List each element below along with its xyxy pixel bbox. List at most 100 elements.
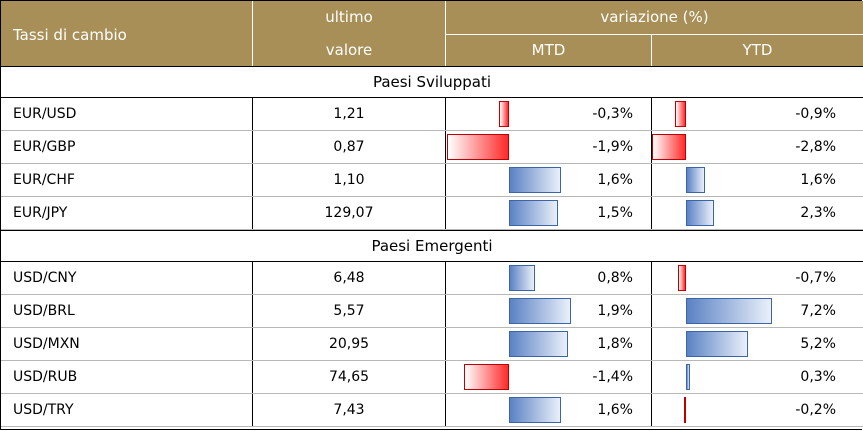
table-row: USD/BRL 5,57 1,9% 7,2% (1, 295, 863, 328)
header-variation: variazione (%) (600, 8, 709, 26)
column-divider (252, 328, 253, 361)
header-pair: Tassi di cambio (13, 26, 127, 44)
column-divider (445, 98, 446, 131)
mtd-bar (447, 134, 509, 160)
pair-cell: EUR/JPY (13, 205, 68, 221)
ytd-bar (686, 167, 706, 193)
row-divider (1, 196, 863, 197)
ytd-bar (686, 200, 714, 226)
column-divider (651, 262, 652, 295)
column-divider (252, 164, 253, 197)
table-row: EUR/CHF 1,10 1,6% 1,6% (1, 164, 863, 197)
header-mtd: MTD (531, 41, 566, 59)
column-divider (252, 98, 253, 131)
ytd-bar (686, 364, 690, 390)
pair-cell: USD/MXN (13, 336, 80, 352)
ytd-bar (683, 397, 686, 423)
row-divider (1, 327, 863, 328)
ytd-bar (652, 134, 686, 160)
table-row: EUR/GBP 0,87 -1,9% -2,8% (1, 131, 863, 164)
column-divider (252, 131, 253, 164)
table-row: EUR/JPY 129,07 1,5% 2,3% (1, 197, 863, 230)
section-header: Paesi Sviluppati (1, 66, 863, 98)
ytd-value-label: 1,6% (800, 172, 836, 188)
ytd-value-label: 7,2% (800, 303, 836, 319)
column-divider (445, 328, 446, 361)
ytd-value-label: 0,3% (800, 369, 836, 385)
row-divider (1, 163, 863, 164)
pair-cell: EUR/GBP (13, 139, 76, 155)
column-divider (252, 394, 253, 427)
column-divider (651, 164, 652, 197)
row-divider (1, 294, 863, 295)
header-last-line1: ultimo (325, 8, 373, 26)
last-value-cell: 74,65 (328, 369, 370, 385)
mtd-bar (509, 298, 571, 324)
column-divider (651, 295, 652, 328)
column-divider (651, 361, 652, 394)
last-value-cell: 7,43 (333, 402, 365, 418)
table-row: USD/CNY 6,48 0,8% -0,7% (1, 262, 863, 295)
table-row: USD/MXN 20,95 1,8% 5,2% (1, 328, 863, 361)
last-value-cell: 0,87 (333, 139, 365, 155)
mtd-bar (509, 397, 561, 423)
mtd-bar (463, 364, 509, 390)
column-divider (445, 262, 446, 295)
pair-cell: USD/CNY (13, 270, 77, 286)
table-row: USD/TRY 7,43 1,6% -0,2% (1, 394, 863, 427)
pair-cell: USD/TRY (13, 402, 74, 418)
mtd-value-label: 1,5% (597, 205, 633, 221)
header-ytd: YTD (742, 41, 773, 59)
last-value-cell: 1,21 (333, 106, 365, 122)
column-divider (445, 394, 446, 427)
mtd-value-label: 1,8% (597, 336, 633, 352)
header-last-line2: valore (325, 41, 373, 59)
mtd-value-label: 1,9% (597, 303, 633, 319)
mtd-bar (509, 200, 558, 226)
ytd-value-label: -0,9% (795, 106, 836, 122)
column-divider (252, 361, 253, 394)
row-divider (1, 360, 863, 361)
column-divider (651, 131, 652, 164)
last-value-cell: 6,48 (333, 270, 365, 286)
column-divider (445, 164, 446, 197)
table-row: EUR/USD 1,21 -0,3% -0,9% (1, 98, 863, 131)
column-divider (445, 361, 446, 394)
column-divider (651, 394, 652, 427)
column-divider (252, 295, 253, 328)
mtd-bar (499, 101, 509, 127)
row-divider (1, 229, 863, 230)
section-header: Paesi Emergenti (1, 230, 863, 262)
last-value-cell: 1,10 (333, 172, 365, 188)
column-divider (252, 197, 253, 230)
ytd-bar (675, 101, 686, 127)
mtd-value-label: 1,6% (597, 402, 633, 418)
column-divider (252, 262, 253, 295)
header-divider (445, 34, 863, 35)
column-divider (445, 295, 446, 328)
ytd-value-label: 5,2% (800, 336, 836, 352)
mtd-value-label: -1,9% (592, 139, 633, 155)
column-divider (445, 131, 446, 164)
table-header: Tassi di cambio ultimo valore variazione… (1, 1, 863, 67)
row-divider (1, 426, 863, 427)
row-divider (1, 393, 863, 394)
last-value-cell: 5,57 (333, 303, 365, 319)
table-row: USD/RUB 74,65 -1,4% 0,3% (1, 361, 863, 394)
row-divider (1, 130, 863, 131)
mtd-bar (509, 265, 535, 291)
pair-cell: USD/BRL (13, 303, 75, 319)
mtd-bar (509, 331, 568, 357)
column-divider (651, 197, 652, 230)
pair-cell: USD/RUB (13, 369, 78, 385)
column-divider (651, 98, 652, 131)
ytd-bar (686, 331, 749, 357)
mtd-value-label: -1,4% (592, 369, 633, 385)
header-divider (651, 34, 652, 67)
pair-cell: EUR/USD (13, 106, 77, 122)
pair-cell: EUR/CHF (13, 172, 75, 188)
mtd-value-label: 0,8% (597, 270, 633, 286)
ytd-value-label: -0,2% (795, 402, 836, 418)
mtd-bar (509, 167, 561, 193)
